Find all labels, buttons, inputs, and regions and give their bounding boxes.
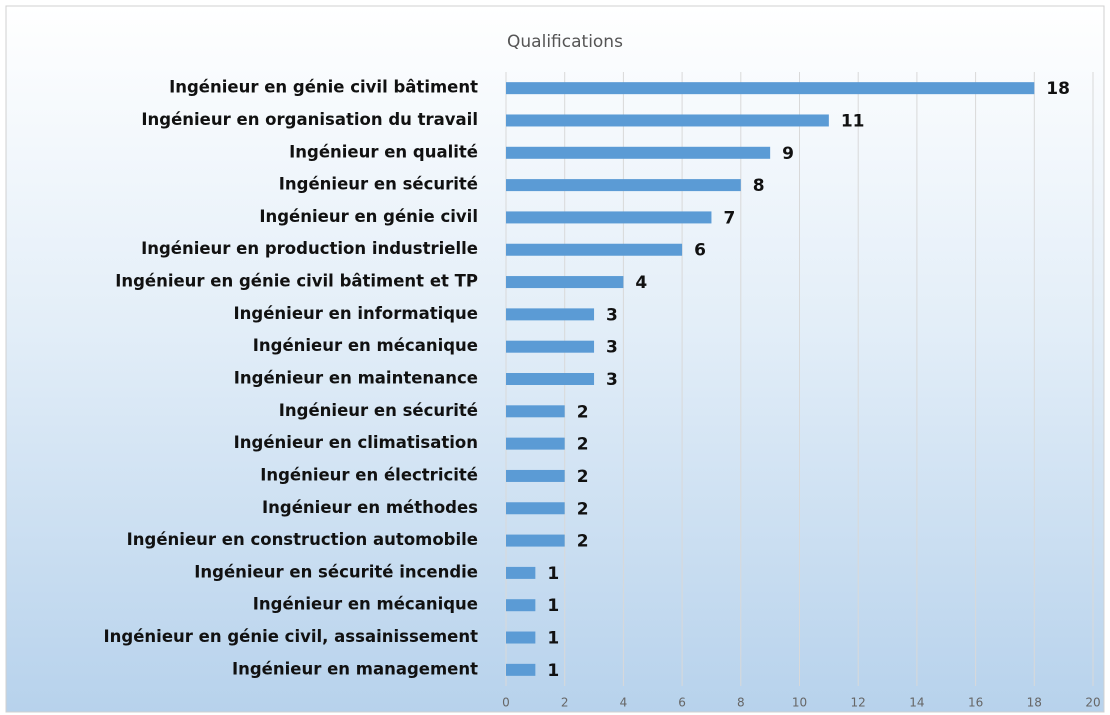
y-tick-label: Ingénieur en génie civil bâtiment	[169, 78, 478, 97]
data-label: 11	[841, 111, 865, 131]
y-tick-label: Ingénieur en électricité	[260, 465, 478, 484]
data-label: 18	[1046, 79, 1070, 99]
data-label: 7	[723, 208, 735, 228]
data-label: 2	[577, 402, 589, 422]
x-tick-label: 18	[1027, 696, 1042, 710]
bar	[506, 82, 1035, 95]
x-tick-label: 0	[502, 696, 510, 710]
y-tick-label: Ingénieur en génie civil bâtiment et TP	[115, 272, 478, 291]
x-tick-label: 20	[1085, 696, 1100, 710]
data-label: 3	[606, 305, 618, 325]
bar	[506, 437, 565, 450]
bar	[506, 405, 565, 418]
bar	[506, 243, 683, 256]
y-tick-label: Ingénieur en sécurité	[279, 175, 478, 194]
bar	[506, 179, 741, 192]
bar	[506, 276, 624, 289]
data-label: 2	[577, 435, 589, 455]
x-tick-label: 14	[909, 696, 924, 710]
bar	[506, 534, 565, 547]
y-tick-label: Ingénieur en méthodes	[262, 498, 478, 517]
data-label: 2	[577, 532, 589, 552]
bar	[506, 146, 771, 159]
y-tick-label: Ingénieur en sécurité	[279, 401, 478, 420]
bar	[506, 631, 536, 644]
x-tick-label: 12	[851, 696, 866, 710]
data-label: 1	[547, 629, 559, 649]
y-tick-label: Ingénieur en génie civil, assainissement	[104, 627, 479, 646]
y-tick-label: Ingénieur en génie civil	[259, 207, 478, 226]
x-tick-label: 4	[620, 696, 628, 710]
bar	[506, 663, 536, 676]
bar	[506, 340, 595, 353]
data-label: 3	[606, 338, 618, 358]
bar	[506, 114, 829, 127]
data-label: 1	[547, 564, 559, 584]
data-label: 2	[577, 467, 589, 487]
bar	[506, 373, 595, 385]
y-tick-label: Ingénieur en sécurité incendie	[194, 562, 478, 581]
x-tick-label: 16	[968, 696, 983, 710]
y-tick-label: Ingénieur en management	[232, 659, 478, 678]
chart-title: Qualifications	[507, 32, 623, 52]
x-tick-label: 6	[678, 696, 686, 710]
bar	[506, 469, 565, 482]
data-label: 8	[753, 176, 765, 196]
y-tick-label: Ingénieur en organisation du travail	[141, 110, 478, 129]
x-tick-label: 10	[792, 696, 807, 710]
x-tick-label: 2	[561, 696, 569, 710]
y-tick-label: Ingénieur en qualité	[289, 142, 478, 161]
data-label: 3	[606, 370, 618, 390]
y-tick-label: Ingénieur en mécanique	[253, 595, 478, 614]
data-label: 9	[782, 144, 794, 164]
x-tick-label: 8	[737, 696, 745, 710]
y-tick-label: Ingénieur en informatique	[234, 304, 478, 323]
y-tick-label: Ingénieur en mécanique	[253, 336, 478, 355]
bar	[506, 566, 536, 579]
data-label: 6	[694, 241, 706, 261]
data-label: 4	[635, 273, 647, 293]
y-tick-label: Ingénieur en construction automobile	[127, 530, 478, 549]
data-label: 1	[547, 661, 559, 681]
bar	[506, 502, 565, 515]
y-tick-label: Ingénieur en production industrielle	[141, 239, 478, 258]
y-tick-label: Ingénieur en climatisation	[234, 433, 478, 452]
y-tick-label: Ingénieur en maintenance	[234, 369, 478, 388]
bar	[506, 211, 712, 224]
bar	[506, 308, 595, 321]
bar	[506, 599, 536, 612]
data-label: 1	[547, 596, 559, 616]
data-label: 2	[577, 499, 589, 519]
